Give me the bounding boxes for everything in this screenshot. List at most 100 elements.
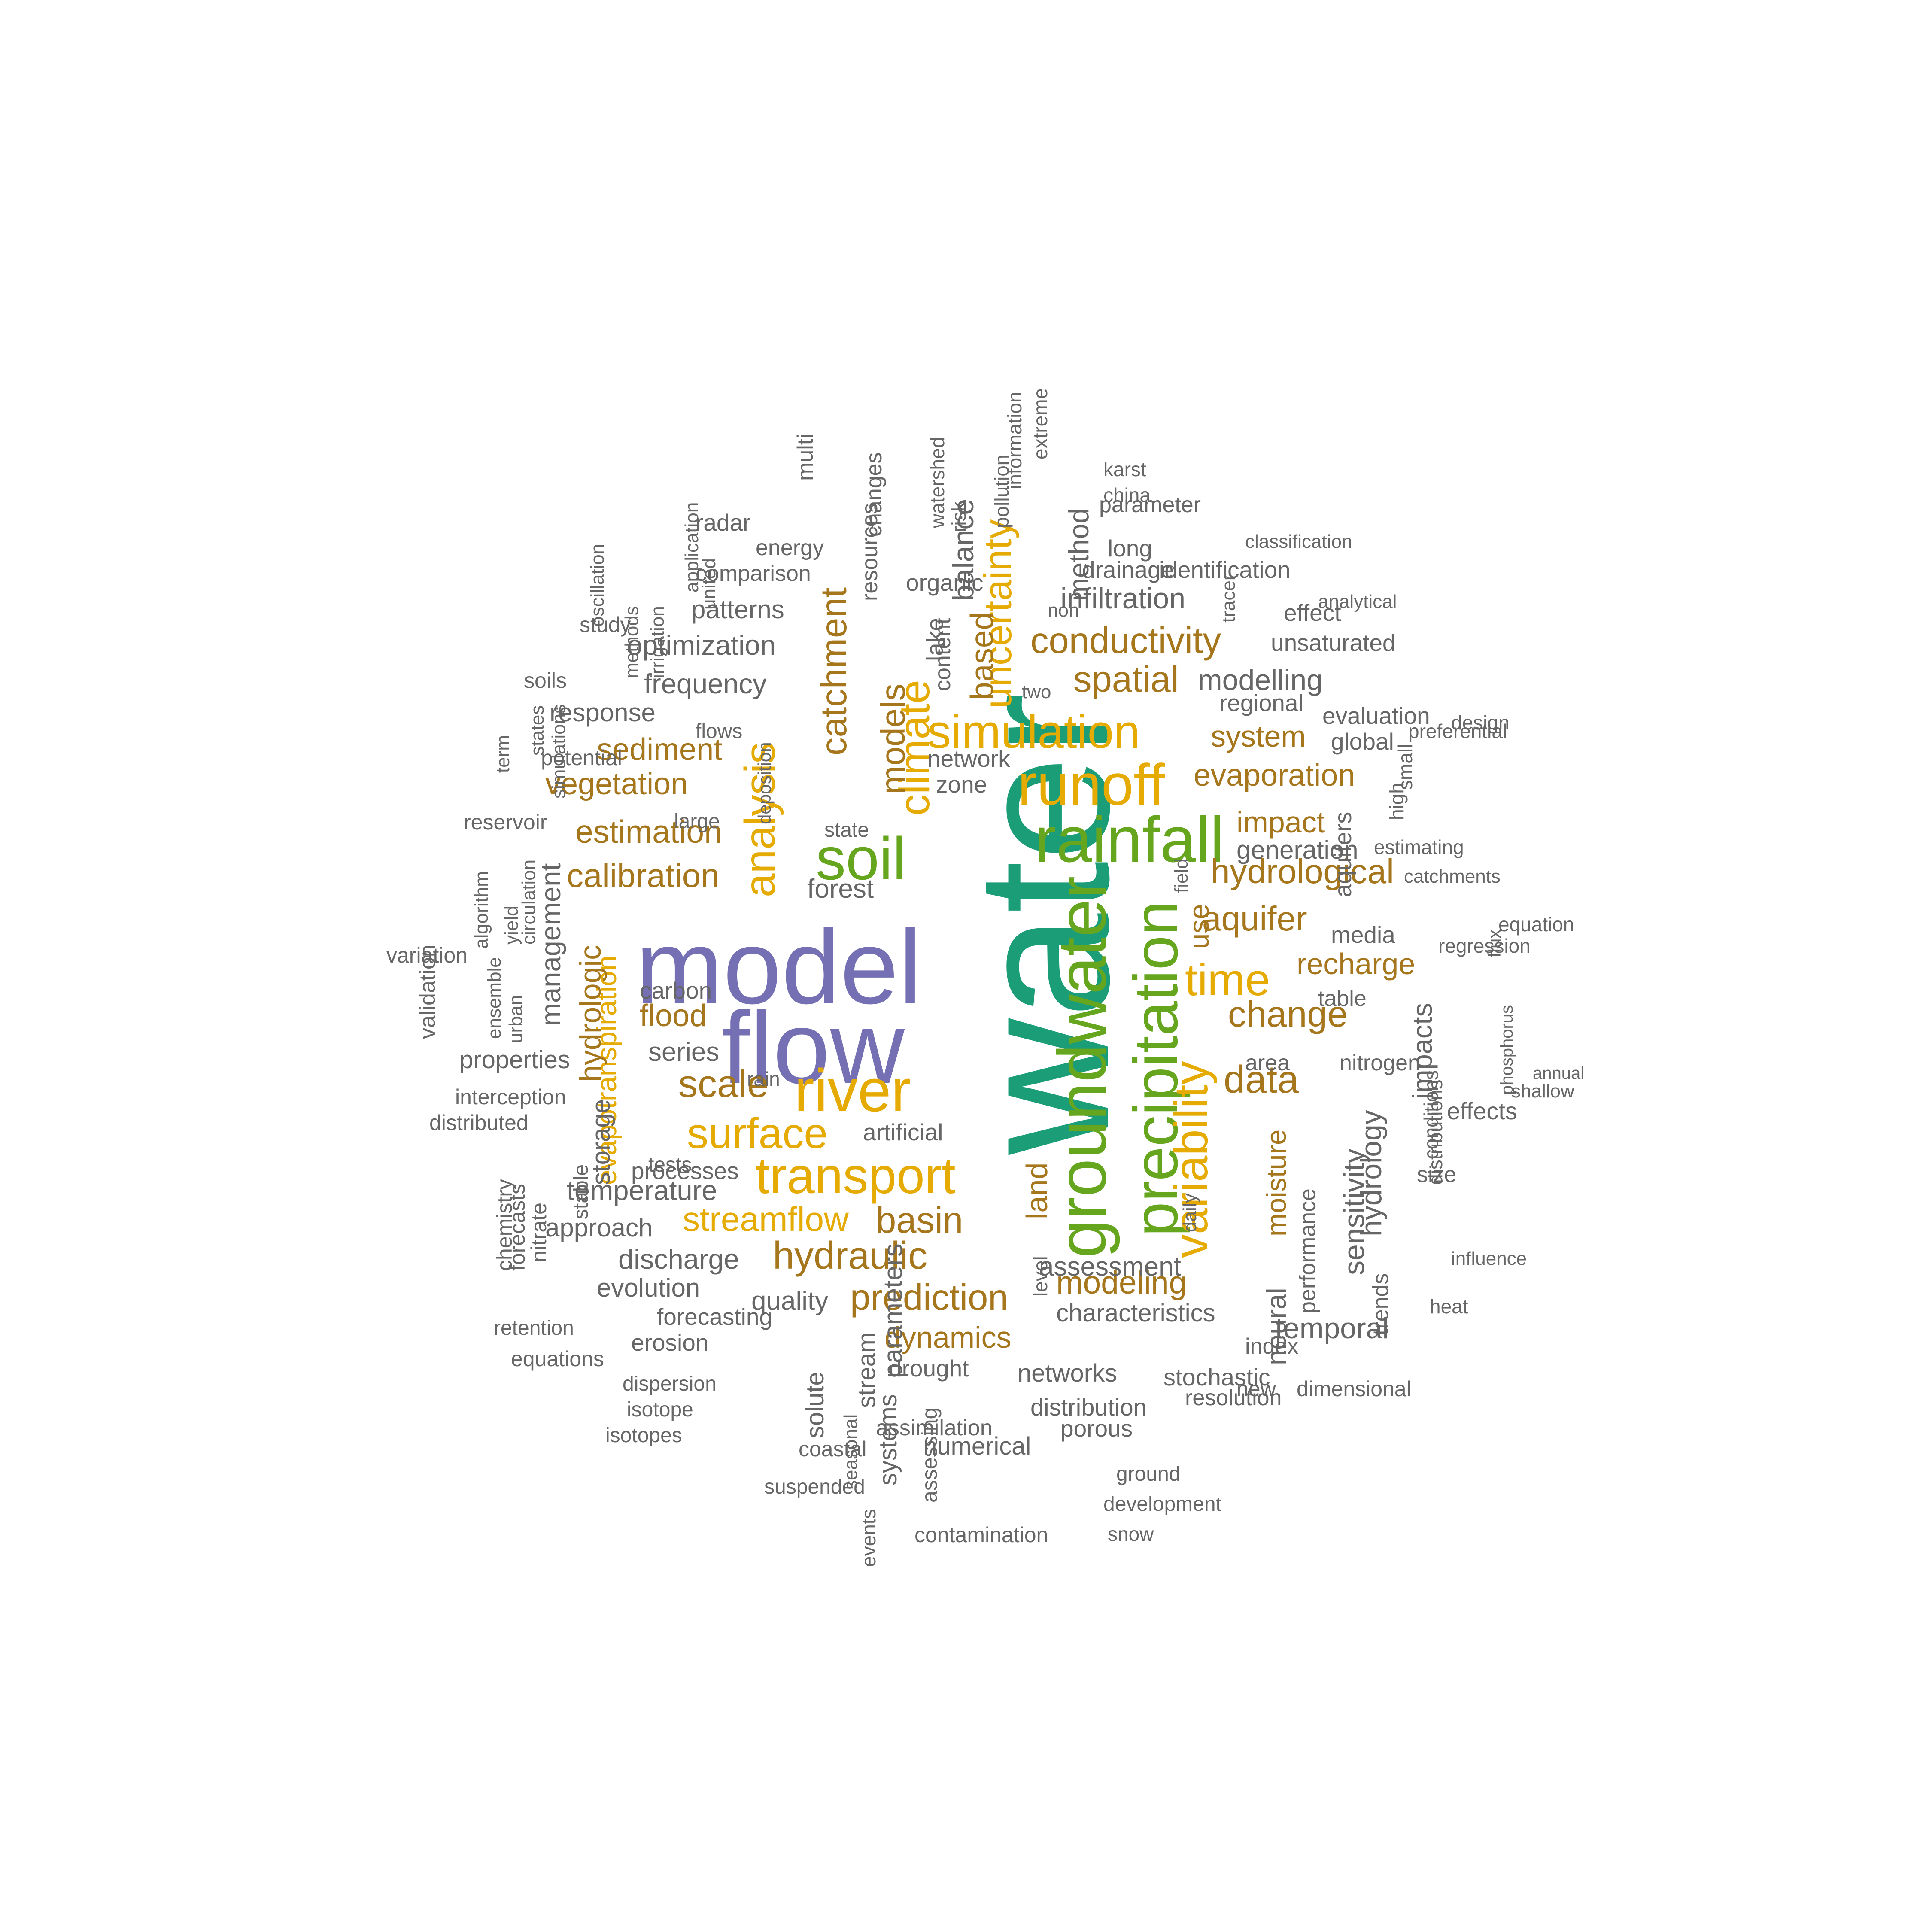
word-equations: equations — [511, 1347, 604, 1371]
word-effects: effects — [1447, 1097, 1517, 1124]
word-heat: heat — [1430, 1295, 1468, 1318]
word-drought: drought — [889, 1355, 969, 1382]
word-land: land — [1020, 1162, 1054, 1219]
word-flow: flow — [721, 990, 905, 1105]
word-temperature: temperature — [567, 1175, 717, 1206]
word-preferential: preferential — [1408, 720, 1507, 742]
word-system: system — [1211, 720, 1306, 753]
word-based: based — [964, 612, 1000, 700]
word-media: media — [1331, 921, 1395, 948]
word-algorithm: algorithm — [471, 871, 492, 949]
word-events: events — [857, 1509, 880, 1567]
word-simulation: simulation — [927, 705, 1140, 758]
word-size: size — [1417, 1162, 1457, 1187]
word-solute: solute — [801, 1372, 829, 1438]
word-organic: organic — [906, 569, 984, 596]
word-contamination: contamination — [914, 1523, 1048, 1547]
word-non: non — [1048, 600, 1079, 621]
word-interception: interception — [455, 1085, 566, 1109]
word-evaluation: evaluation — [1322, 702, 1430, 729]
word-reservoir: reservoir — [464, 810, 547, 834]
word-flood: flood — [640, 999, 707, 1033]
word-nitrate: nitrate — [527, 1203, 551, 1262]
word-runoff: runoff — [1018, 752, 1165, 817]
word-tests: tests — [648, 1154, 692, 1176]
word-effect: effect — [1284, 599, 1341, 626]
word-discharge: discharge — [618, 1243, 739, 1275]
word-deposition: deposition — [754, 742, 775, 824]
word-forecasting: forecasting — [657, 1303, 773, 1330]
word-energy: energy — [756, 535, 824, 560]
word-distributed: distributed — [429, 1111, 529, 1135]
word-area: area — [1245, 1051, 1290, 1075]
word-time: time — [1185, 955, 1270, 1005]
word-pollution: pollution — [990, 454, 1013, 528]
word-term: term — [492, 735, 513, 773]
word-radar: radar — [696, 509, 751, 536]
word-karst: karst — [1103, 458, 1146, 480]
word-soils: soils — [524, 668, 567, 693]
word-high: high — [1385, 783, 1408, 820]
word-scale: scale — [678, 1063, 769, 1106]
word-development: development — [1103, 1493, 1221, 1516]
word-coastal: coastal — [799, 1437, 867, 1461]
word-drainage: drainage — [1082, 556, 1174, 583]
word-risk: risk — [948, 501, 970, 532]
word-two: two — [1022, 681, 1051, 702]
word-network: network — [927, 745, 1010, 772]
word-basin: basin — [876, 1200, 963, 1241]
word-distribution: distribution — [1030, 1394, 1147, 1421]
word-methods: methods — [621, 606, 642, 678]
word-hydrology: hydrology — [1355, 1110, 1388, 1236]
word-modelling: modelling — [1198, 664, 1323, 696]
word-approach: approach — [545, 1213, 653, 1242]
word-patterns: patterns — [691, 595, 784, 624]
word-oscillation: oscillation — [587, 544, 608, 627]
word-rain: rain — [747, 1068, 780, 1090]
word-frequency: frequency — [644, 668, 767, 699]
word-characteristics: characteristics — [1056, 1299, 1215, 1327]
word-shallow: shallow — [1511, 1081, 1574, 1102]
word-properties: properties — [459, 1046, 570, 1074]
word-regression: regression — [1438, 935, 1531, 957]
word-states: states — [527, 705, 548, 756]
word-estimating: estimating — [1374, 836, 1464, 858]
word-model: model — [635, 908, 922, 1026]
word-flux: flux — [1484, 929, 1504, 957]
word-estimation: estimation — [575, 814, 722, 850]
word-surface: surface — [687, 1109, 828, 1157]
word-conductivity: conductivity — [1030, 620, 1221, 661]
word-streamflow: streamflow — [683, 1200, 849, 1238]
word-aquifer: aquifer — [1202, 899, 1307, 938]
word-simulations: simulations — [548, 704, 569, 799]
word-potential: potential — [541, 746, 623, 770]
word-series: series — [648, 1037, 720, 1067]
word-moisture: moisture — [1261, 1129, 1292, 1236]
word-stochastic: stochastic — [1163, 1364, 1270, 1391]
word-rainfall: rainfall — [1035, 803, 1224, 875]
word-hydrologic: hydrologic — [574, 945, 607, 1082]
word-optimization: optimization — [627, 629, 776, 661]
word-assimilation: assimilation — [876, 1416, 993, 1440]
word-hydraulic: hydraulic — [773, 1234, 928, 1277]
word-circulation: circulation — [518, 859, 539, 945]
word-influence: influence — [1451, 1248, 1527, 1269]
word-field: field — [1171, 858, 1192, 893]
word-groundwater: groundwater — [1043, 876, 1120, 1258]
word-numerical: numerical — [923, 1432, 1031, 1460]
word-level: level — [1029, 1256, 1051, 1297]
word-isotope: isotope — [627, 1398, 693, 1421]
word-carbon: carbon — [640, 977, 712, 1004]
word-temporal: temporal — [1275, 1312, 1389, 1345]
word-annual: annual — [1533, 1064, 1585, 1083]
word-variation: variation — [386, 943, 468, 967]
word-content: content — [930, 618, 955, 691]
word-dynamics: dynamics — [884, 1321, 1012, 1354]
word-nitrogen: nitrogen — [1340, 1051, 1420, 1075]
word-comparison: comparison — [696, 561, 811, 586]
word-phosphorus: phosphorus — [1498, 1005, 1516, 1095]
word-watershed: watershed — [926, 437, 948, 528]
word-evolution: evolution — [597, 1273, 700, 1302]
word-networks: networks — [1018, 1359, 1118, 1387]
